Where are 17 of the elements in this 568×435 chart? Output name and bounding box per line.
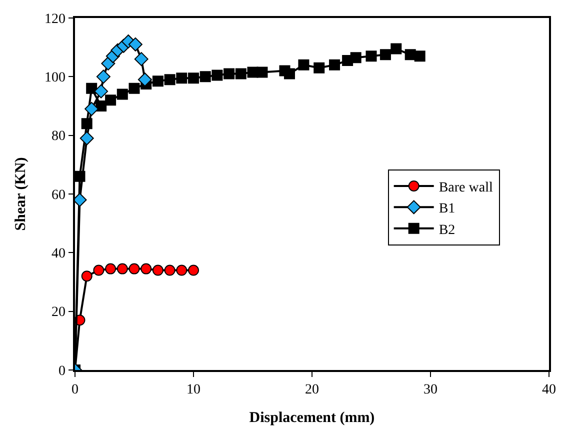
legend-label: B1	[438, 202, 456, 217]
legend-label: Bare wall	[438, 180, 493, 196]
x-tick-label: 40	[542, 382, 556, 398]
y-tick-label: 20	[51, 305, 66, 320]
x-tick-label: 30	[424, 382, 438, 398]
y-tick-label: 40	[51, 246, 66, 262]
legend-label: B2	[438, 222, 456, 238]
y-axis-title: Shear (KN)	[13, 157, 30, 231]
y-tick-label: 80	[51, 129, 66, 144]
y-tick-label: 100	[44, 70, 66, 86]
x-tick-label: 10	[186, 382, 200, 398]
y-tick-label: 60	[51, 188, 66, 203]
x-axis-title: Displacement (mm)	[249, 410, 375, 426]
x-tick-label: 0	[72, 382, 78, 398]
y-tick-label: 0	[58, 364, 66, 379]
y-tick-label: 120	[44, 12, 66, 27]
x-tick-label: 20	[305, 382, 319, 398]
